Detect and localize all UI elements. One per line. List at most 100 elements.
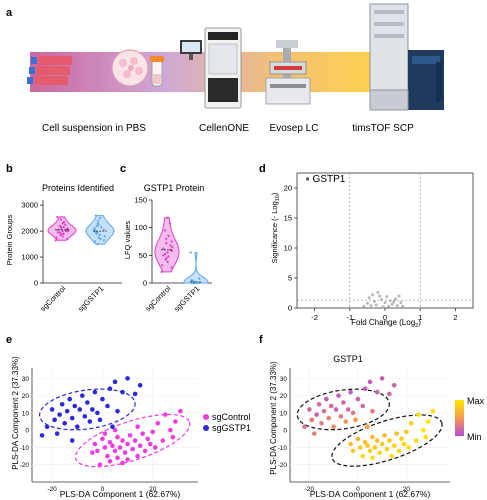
c-point <box>189 251 192 254</box>
e-point-sgcontrol <box>110 443 115 449</box>
c-point <box>166 251 169 254</box>
b-point <box>94 240 97 243</box>
f-ellipse-sgcontrol <box>331 414 443 467</box>
b-point <box>96 242 99 246</box>
e-point-sgcontrol <box>92 441 98 447</box>
e-point-sgcontrol <box>125 457 130 462</box>
c-point <box>171 245 174 249</box>
e-point-sgcontrol <box>155 420 161 426</box>
e-point-sggstp1 <box>90 407 95 412</box>
e-point-sggstp1 <box>39 433 45 438</box>
e-ytick-label: -10 <box>20 445 30 452</box>
e-point-sggstp1 <box>137 382 143 388</box>
e-point-sggstp1 <box>69 415 75 421</box>
c-point <box>162 247 165 250</box>
b-point <box>64 223 67 226</box>
f-point <box>321 408 327 414</box>
f-point <box>404 429 409 435</box>
b-point <box>58 231 61 234</box>
d-highlight-label: GSTP1 <box>313 174 346 185</box>
panel-e-legend: sgControl sgGSTP1 <box>203 412 251 433</box>
f-point <box>331 424 336 430</box>
e-xtick-label: -20 <box>47 486 57 493</box>
f-point <box>408 420 414 426</box>
f-point <box>314 412 319 417</box>
d-xtick-label: 1 <box>418 313 422 322</box>
e-point-sgcontrol <box>112 448 118 454</box>
e-point-sggstp1 <box>115 408 120 414</box>
e-ellipse-sggstp1 <box>38 388 136 431</box>
c-point <box>190 279 193 282</box>
b-point <box>61 235 64 238</box>
c-point <box>167 255 170 258</box>
c-xtick-label: sgGSTP1 <box>172 284 201 313</box>
panel-c-ylabel: LFQ values <box>123 221 132 260</box>
f-xtick-label: 0 <box>356 486 360 493</box>
e-point-sggstp1 <box>77 407 83 412</box>
c-point <box>170 240 173 243</box>
c-point <box>167 234 170 238</box>
e-point-sgcontrol <box>135 424 140 430</box>
e-point-sggstp1 <box>44 424 50 430</box>
f-ytick-label: -10 <box>278 445 288 452</box>
b-point <box>56 231 59 234</box>
b-point <box>102 239 106 242</box>
f-point <box>399 436 404 442</box>
e-point-sgcontrol <box>97 462 103 468</box>
b-point <box>60 232 63 235</box>
e-point-sgcontrol <box>115 434 120 440</box>
e-point-sgcontrol <box>125 441 130 447</box>
e-point-sggstp1 <box>95 410 100 416</box>
f-point <box>421 427 426 433</box>
c-violin-sggstp1 <box>183 252 209 284</box>
b-point <box>54 239 57 242</box>
f-point <box>302 424 307 430</box>
f-point <box>391 443 397 449</box>
f-xtick-label: 20 <box>403 486 411 493</box>
f-point <box>413 438 419 443</box>
e-point-sgcontrol <box>140 431 145 436</box>
f-point <box>326 415 332 421</box>
b-point <box>99 237 102 241</box>
c-point <box>169 244 172 247</box>
e-point-sggstp1 <box>132 391 138 397</box>
c-violin-sgcontrol <box>154 217 180 273</box>
panel-c-title: GSTP1 Protein <box>144 183 205 193</box>
b-point <box>102 228 106 231</box>
f-point <box>311 431 317 436</box>
b-point <box>61 230 64 233</box>
b-point <box>56 228 60 231</box>
d-point <box>376 290 380 294</box>
d-point <box>387 304 391 308</box>
b-point <box>58 224 61 228</box>
e-point-sgcontrol <box>150 429 156 435</box>
c-point <box>164 258 167 261</box>
b-point <box>62 220 66 224</box>
legend-swatch-sgcontrol <box>203 414 209 420</box>
d-ytick-label: 20 <box>284 184 292 193</box>
f-point <box>389 453 395 459</box>
f-point <box>401 441 407 447</box>
f-point <box>423 434 429 440</box>
b-point <box>55 236 58 239</box>
panel-b: b Proteins Identified Protein Groups 0 10… <box>5 163 122 313</box>
e-point-sggstp1 <box>64 408 70 414</box>
colorbar-max-label: Max <box>467 396 485 406</box>
b-point <box>97 236 100 239</box>
panel-d-ylabel-close: ) <box>270 192 279 195</box>
c-point <box>162 254 165 257</box>
e-point-sggstp1 <box>85 400 90 405</box>
panel-a: a <box>6 3 444 134</box>
e-point-sgcontrol <box>145 436 150 442</box>
c-point <box>160 270 163 274</box>
f-point <box>365 424 370 430</box>
panel-d-xlabel-close: ) <box>418 318 421 327</box>
c-ytick-label: 100 <box>134 223 147 232</box>
f-point <box>307 407 312 412</box>
c-point <box>166 260 169 264</box>
e-point-sgcontrol <box>120 460 125 466</box>
f-point <box>355 396 361 402</box>
f-point <box>425 419 431 424</box>
f-point <box>379 441 385 447</box>
